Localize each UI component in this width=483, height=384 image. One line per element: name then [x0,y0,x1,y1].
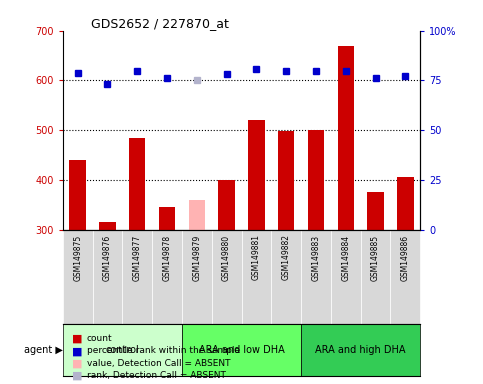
Text: GSM149883: GSM149883 [312,234,320,281]
Text: ARA and low DHA: ARA and low DHA [199,345,284,355]
FancyBboxPatch shape [390,230,420,324]
FancyBboxPatch shape [63,230,93,324]
Text: GSM149875: GSM149875 [73,234,82,281]
FancyBboxPatch shape [301,324,420,376]
Bar [70,160,86,230]
FancyBboxPatch shape [63,324,182,376]
Text: agent ▶: agent ▶ [24,345,63,355]
FancyBboxPatch shape [331,230,361,324]
Bar [397,177,413,230]
FancyBboxPatch shape [182,324,301,376]
FancyBboxPatch shape [93,230,122,324]
Text: ■: ■ [72,359,83,369]
Bar [129,138,145,230]
Text: count: count [87,334,113,343]
FancyBboxPatch shape [182,230,212,324]
FancyBboxPatch shape [212,230,242,324]
Text: percentile rank within the sample: percentile rank within the sample [87,346,240,355]
Text: GSM149881: GSM149881 [252,234,261,280]
Text: GSM149882: GSM149882 [282,234,291,280]
Text: GSM149884: GSM149884 [341,234,350,281]
FancyBboxPatch shape [122,230,152,324]
Text: GDS2652 / 227870_at: GDS2652 / 227870_at [91,17,229,30]
Text: ARA and high DHA: ARA and high DHA [315,345,406,355]
FancyBboxPatch shape [152,230,182,324]
Text: ■: ■ [72,334,83,344]
Bar [218,180,235,230]
Text: ■: ■ [72,346,83,356]
FancyBboxPatch shape [271,230,301,324]
Text: GSM149876: GSM149876 [103,234,112,281]
FancyBboxPatch shape [242,230,271,324]
FancyBboxPatch shape [301,230,331,324]
Text: ■: ■ [72,371,83,381]
Text: GSM149879: GSM149879 [192,234,201,281]
Bar [338,46,354,230]
Text: value, Detection Call = ABSENT: value, Detection Call = ABSENT [87,359,230,367]
Text: GSM149886: GSM149886 [401,234,410,281]
Text: control: control [105,345,139,355]
Bar [308,130,324,230]
Text: GSM149877: GSM149877 [133,234,142,281]
Text: rank, Detection Call = ABSENT: rank, Detection Call = ABSENT [87,371,226,380]
Bar [159,207,175,230]
Bar [99,222,115,230]
Bar [248,120,265,230]
Text: GSM149880: GSM149880 [222,234,231,281]
Bar [189,200,205,230]
Text: GSM149885: GSM149885 [371,234,380,281]
Bar [368,192,384,230]
Text: GSM149878: GSM149878 [163,234,171,281]
Bar [278,131,294,230]
FancyBboxPatch shape [361,230,390,324]
